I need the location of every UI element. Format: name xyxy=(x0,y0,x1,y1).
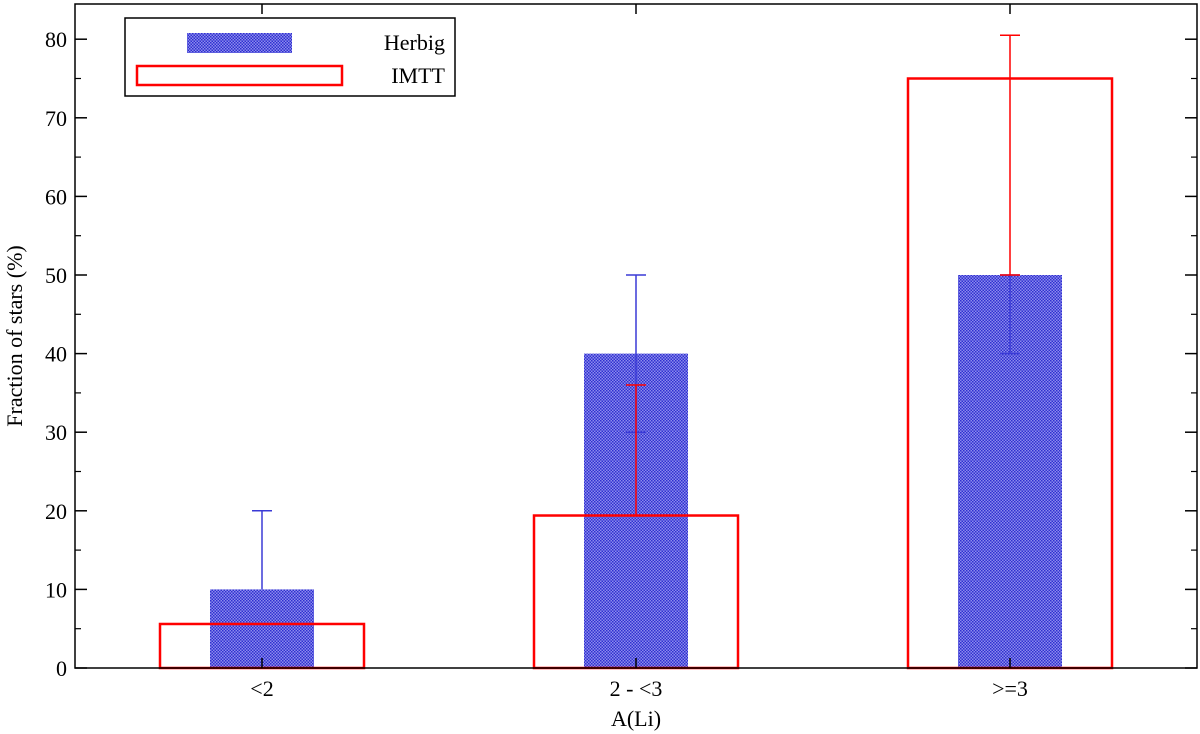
y-tick-label: 40 xyxy=(45,342,67,367)
y-tick-label: 70 xyxy=(45,106,67,131)
x-axis-label: A(Li) xyxy=(611,706,661,731)
x-tick-label: >=3 xyxy=(992,676,1028,701)
legend-label-herbig: Herbig xyxy=(384,30,445,55)
legend-label-imtt: IMTT xyxy=(391,63,445,88)
y-axis-label: Fraction of stars (%) xyxy=(2,245,27,426)
y-tick-label: 50 xyxy=(45,263,67,288)
y-tick-label: 30 xyxy=(45,420,67,445)
legend-swatch-herbig xyxy=(187,33,292,53)
legend-box xyxy=(124,17,456,97)
x-tick-label: 2 - <3 xyxy=(610,676,663,701)
y-tick-label: 20 xyxy=(45,499,67,524)
legend: Herbig IMTT xyxy=(124,17,456,97)
y-tick-label: 60 xyxy=(45,184,67,209)
y-tick-label: 80 xyxy=(45,27,67,52)
y-tick-label: 0 xyxy=(56,656,67,681)
x-tick-label: <2 xyxy=(250,676,273,701)
legend-swatch-imtt xyxy=(135,64,344,87)
herbig-bar xyxy=(210,589,314,668)
y-tick-label: 10 xyxy=(45,577,67,602)
